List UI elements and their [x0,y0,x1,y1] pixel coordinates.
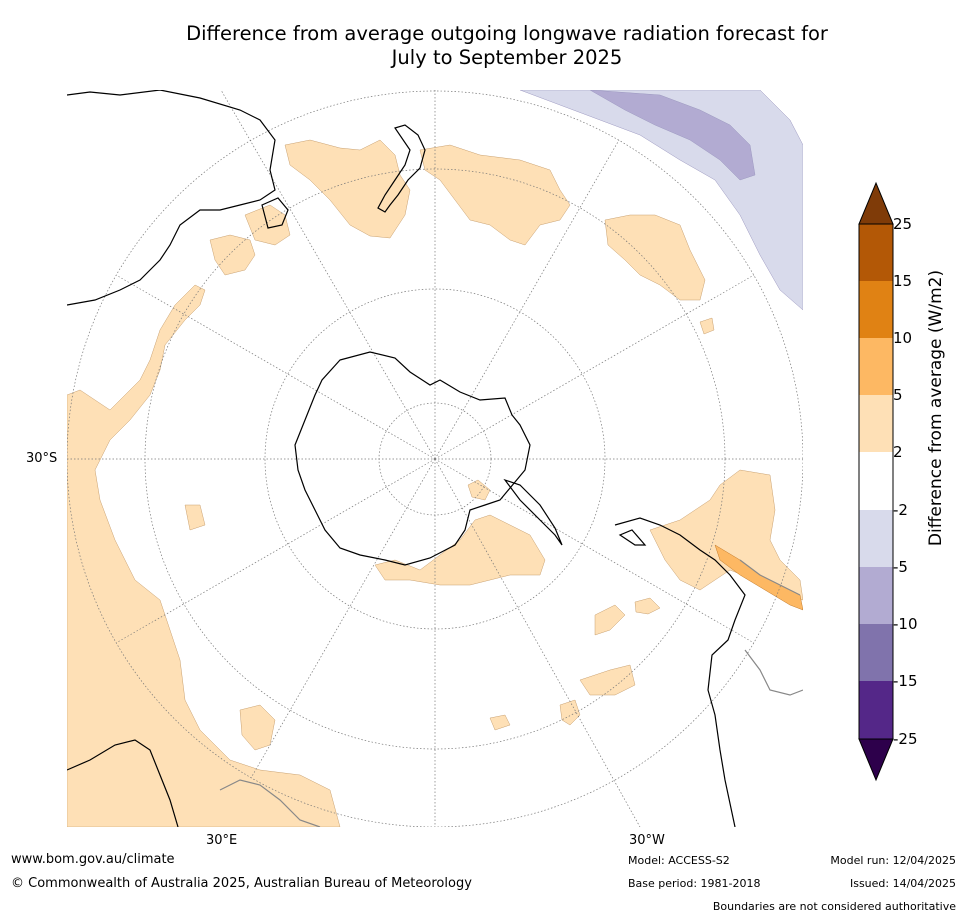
tasmania-coast [261,197,289,229]
anomaly-indian-ocean-small-1 [209,234,256,276]
footer-disclaimer: Boundaries are not considered authoritat… [712,900,956,913]
colorbar-tick: -15 [893,672,918,690]
colorbar-seg-neg2-2 [859,452,893,510]
anomaly-south-atlantic-small-3 [634,597,661,615]
colorbar-tick: 5 [893,386,903,404]
coastlines [67,90,746,827]
graticule-circle-60S [264,288,606,630]
footer-base-period: Base period: 1981-2018 [628,877,761,890]
colorbar-seg-neg15-neg10 [859,624,893,681]
antarctic-peninsula [503,478,563,546]
colorbar-tick: -25 [893,730,918,748]
colorbar-seg-15-25 [859,224,893,281]
boundary-south-america [739,559,801,596]
anomaly-minus-5-to-10-pacific [589,90,756,181]
south-america-tierra [618,529,647,546]
anomaly-pacific-east [604,214,706,301]
colorbar-seg-10-15 [859,281,893,338]
anomaly-pacific-small [699,317,715,335]
anomaly-south-atlantic-small-5 [489,714,511,731]
anomaly-negative-regions [519,90,803,311]
colorbar-seg-5-10 [859,338,893,395]
colorbar-tick: 2 [893,443,903,461]
footer-url[interactable]: www.bom.gov.au/climate [11,852,175,867]
footer-copyright: © Commonwealth of Australia 2025, Austra… [11,876,472,891]
colorbar [858,181,894,782]
colorbar-seg-neg25-neg15 [859,681,893,739]
anomaly-south-atlantic-small-4 [559,699,581,726]
anomaly-2-to-5-regions [67,139,803,827]
anomaly-south-atlantic-small-1 [579,664,636,696]
boundary-south-america-2 [744,649,803,696]
anomaly-south-pacific-nz [284,139,411,239]
colorbar-tick: -5 [893,558,908,576]
colorbar-tick: 15 [893,272,913,290]
new-zealand-coast [377,124,426,213]
meridian-150b [220,90,436,460]
colorbar-tick: -10 [893,615,918,633]
footer-model: Model: ACCESS-S2 [628,854,730,867]
anomaly-atlantic-sector [374,514,546,586]
colorbar-tick: -2 [893,501,908,519]
australia-coast [67,90,276,306]
footer-issued: Issued: 14/04/2025 [849,877,956,890]
colorbar-title: Difference from average (W/m2) [926,269,946,547]
anomaly-antarctic-peninsula-edge [467,479,491,501]
graticule [67,90,803,827]
lon-label-30e: 30°E [206,833,238,848]
map-title: Difference from average outgoing longwav… [0,22,965,70]
anomaly-south-atlantic-small-2 [594,604,626,636]
colorbar-seg-2-5 [859,395,893,452]
map-title-line2: July to September 2025 [391,46,623,69]
colorbar-tick: 10 [893,329,913,347]
colorbar-bottom-triangle [858,738,894,782]
south-america-coast [614,517,746,827]
meridian-150a [434,458,641,827]
anomaly-indian-small-3 [184,504,206,531]
boundary-africa [219,779,321,827]
map-title-line1: Difference from average outgoing longwav… [186,22,828,45]
colorbar-seg-neg5-neg2 [859,510,893,567]
footer-model-run: Model run: 12/04/2025 [830,854,956,867]
anomaly-indian-ocean-west [67,284,341,827]
lon-label-30w: 30°W [629,833,665,848]
colorbar-tick: 25 [893,215,913,233]
boundaries [219,559,803,827]
anomaly-south-america-east [649,469,803,601]
colorbar-seg-neg10-neg5 [859,567,893,624]
lat-label-30s: 30°S [26,451,58,466]
colorbar-top-triangle [858,181,894,225]
africa-coast [67,739,179,827]
anomaly-tasman [419,144,571,246]
antarctica-coast [294,351,531,566]
colorbar-outline [858,223,894,740]
